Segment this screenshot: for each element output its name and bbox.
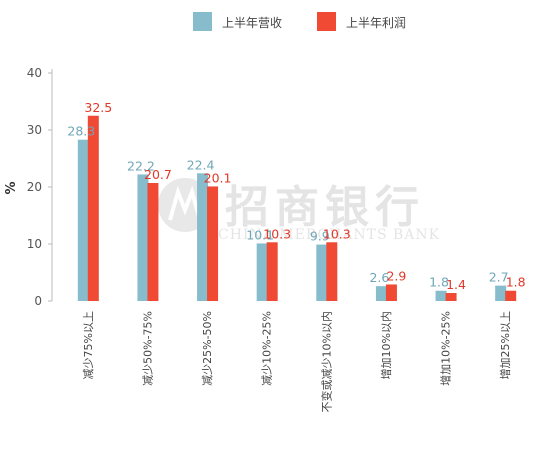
legend-swatch-revenue <box>193 12 212 31</box>
bar-profit <box>326 242 338 301</box>
x-axis: 减少75%以上 减少50%-75% 减少25%-50% 减少10%-25% 不变或减少1… <box>82 311 512 412</box>
data-label-revenue: 22.4 <box>187 157 215 172</box>
legend-label-profit: 上半年利润 <box>346 16 406 30</box>
y-axis: 0 10 20 30 40 <box>27 66 53 308</box>
bar-profit <box>87 115 99 301</box>
y-tick-label: 10 <box>27 237 42 251</box>
data-label-revenue: 10.1 <box>246 227 274 242</box>
x-tick-label: 增加10%以内 <box>379 311 393 379</box>
bar-revenue <box>137 174 149 301</box>
bar-profit <box>266 242 278 301</box>
x-tick-label: 增加25%以上 <box>498 311 512 379</box>
data-label-profit: 1.4 <box>446 277 466 292</box>
data-label-profit: 32.5 <box>84 100 112 115</box>
x-tick-label: 减少75%以上 <box>82 311 95 379</box>
bar-revenue <box>256 243 268 301</box>
data-label-profit: 10.3 <box>323 226 351 241</box>
data-label-revenue: 1.8 <box>429 275 449 290</box>
data-label-profit: 2.9 <box>386 268 406 283</box>
data-label-profit: 10.3 <box>263 226 291 241</box>
bar-revenue <box>316 244 328 301</box>
x-tick-label: 减少50%-75% <box>141 311 154 386</box>
y-tick-label: 20 <box>27 180 42 194</box>
watermark-text-cn: 招商银行 <box>225 182 425 233</box>
data-label-revenue: 2.6 <box>369 270 389 285</box>
legend-label-revenue: 上半年营收 <box>222 16 282 30</box>
bar-revenue <box>197 173 209 301</box>
x-tick-label: 减少25%-50% <box>201 311 214 386</box>
data-label-revenue: 22.2 <box>127 158 155 173</box>
bar-profit <box>207 186 219 301</box>
data-label-profit: 20.1 <box>204 170 232 185</box>
data-label-revenue: 2.7 <box>489 270 509 285</box>
legend: 上半年营收 上半年利润 <box>193 12 406 31</box>
bars: 28.322.2 22.410.1 9.92.6 1.8 2.732.520.7 20.1… <box>67 100 526 301</box>
bar-revenue <box>375 286 387 301</box>
data-label-profit: 20.7 <box>144 167 172 182</box>
x-tick-label: 减少10%-25% <box>261 311 274 386</box>
data-label-revenue: 9.9 <box>310 229 330 244</box>
bar-profit <box>445 293 457 301</box>
legend-swatch-profit <box>317 12 336 31</box>
y-tick-label: 30 <box>27 123 42 137</box>
bar-revenue <box>495 285 507 301</box>
y-tick-label: 0 <box>34 294 42 308</box>
bar-profit <box>505 290 517 301</box>
bar-revenue <box>435 290 447 301</box>
watermark-text-en: CHINA MERCHANTS BANK <box>218 227 440 243</box>
bar-profit <box>147 183 159 301</box>
data-label-profit: 1.8 <box>506 275 526 290</box>
x-tick-label: 不变或减少10%以内 <box>319 311 333 412</box>
y-tick-label: 40 <box>27 66 42 80</box>
y-axis-label: % <box>4 181 19 194</box>
bar-revenue <box>77 139 89 301</box>
watermark: 招商银行 CHINA MERCHANTS BANK <box>158 178 440 243</box>
bar-profit <box>385 284 397 301</box>
x-tick-label: 增加10%-25% <box>439 311 453 386</box>
watermark-logo-mark <box>168 185 202 221</box>
data-label-revenue: 28.3 <box>67 124 95 139</box>
